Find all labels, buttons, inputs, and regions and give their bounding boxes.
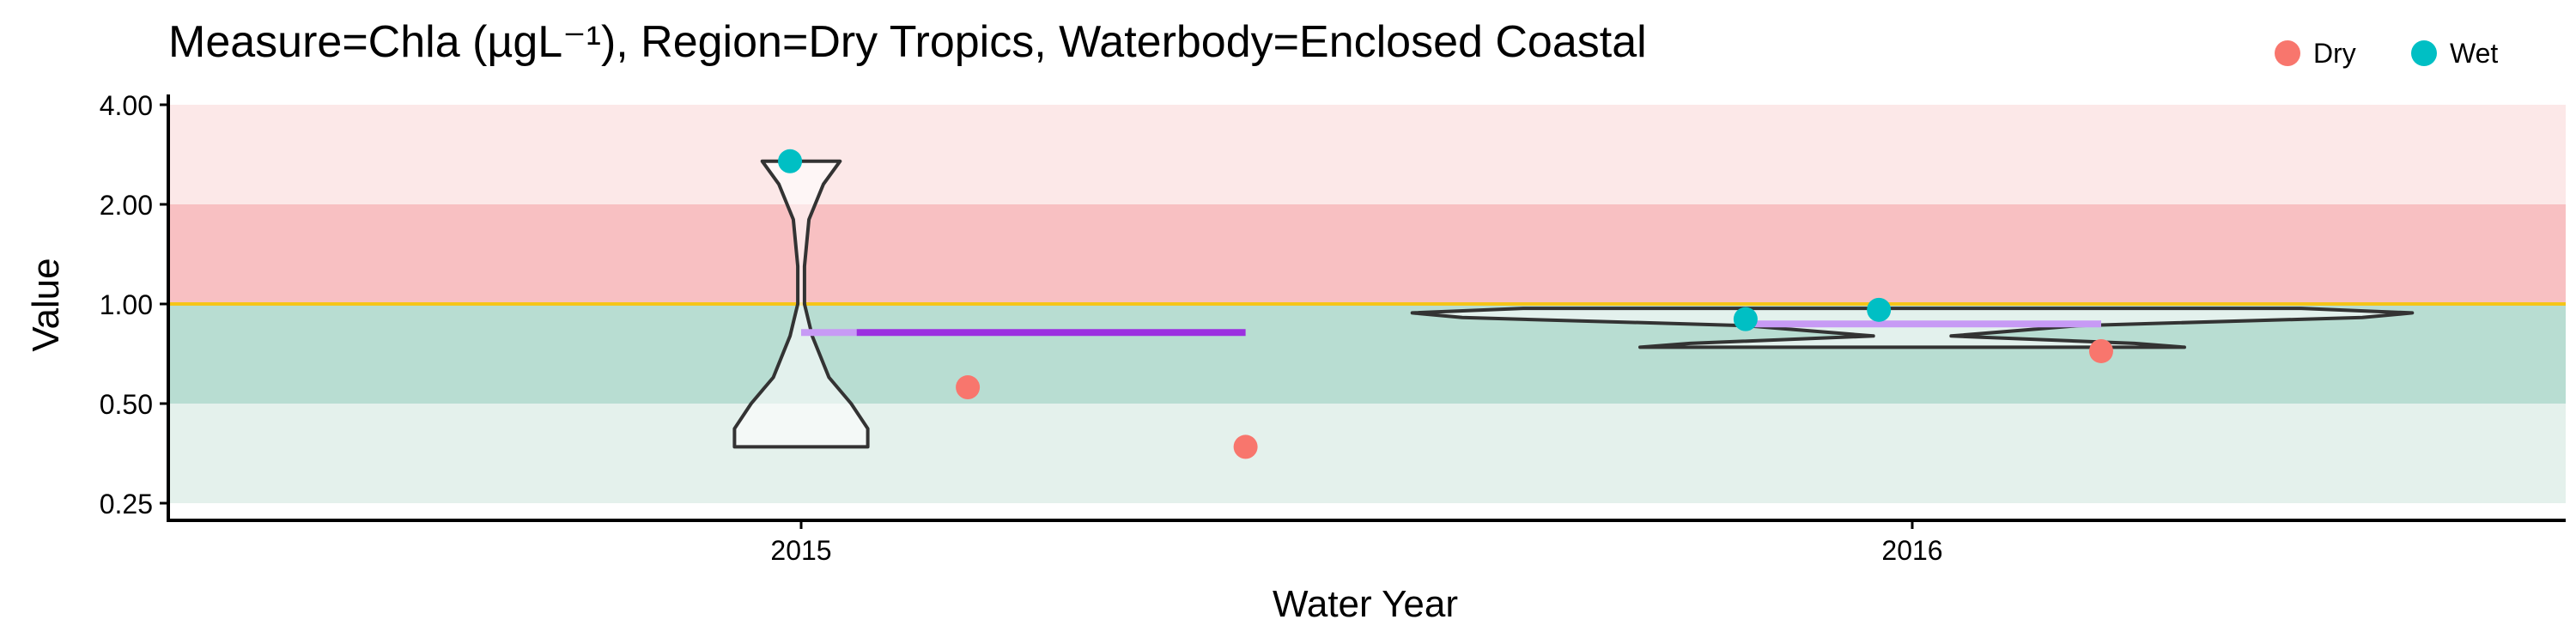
violins [732, 159, 2415, 449]
y-axis-label: Value [25, 258, 67, 351]
legend-swatch-wet [2411, 40, 2437, 66]
y-tick-label: 4.00 [100, 90, 153, 121]
legend-swatch-dry [2275, 40, 2300, 66]
point-wet-0 [778, 149, 803, 173]
x-tick-label: 2016 [1881, 535, 1942, 566]
legend-label-dry: Dry [2313, 38, 2356, 69]
y-tick-label: 0.50 [100, 389, 153, 420]
axes [167, 94, 2566, 522]
band-0 [168, 105, 2566, 204]
legend-label-wet: Wet [2450, 38, 2498, 69]
violin-2016 [1410, 307, 2415, 349]
mean-lines [801, 320, 2101, 337]
x-axis-label: Water Year [1273, 583, 1458, 625]
point-wet-1 [1733, 307, 1758, 331]
point-wet-2 [1867, 297, 1892, 322]
data-points [778, 149, 2113, 459]
legend: Dry Wet [2275, 38, 2498, 69]
y-tick-label: 0.25 [100, 489, 153, 519]
band-1 [168, 204, 2566, 304]
y-ticks: 4.00 2.00 1.00 0.50 0.25 [100, 90, 168, 519]
chart-title: Measure=Chla (µgL⁻¹), Region=Dry Tropics… [168, 17, 1647, 67]
point-dry-1 [1233, 434, 1258, 459]
band-3 [168, 404, 2566, 503]
violin-2015 [732, 159, 870, 449]
x-ticks: 2015 2016 [770, 520, 1943, 566]
x-tick-label: 2015 [770, 535, 831, 566]
point-dry-0 [956, 375, 981, 400]
background-bands [168, 105, 2566, 503]
point-dry-2 [2088, 338, 2113, 363]
y-tick-label: 2.00 [100, 190, 153, 221]
y-tick-label: 1.00 [100, 289, 153, 320]
